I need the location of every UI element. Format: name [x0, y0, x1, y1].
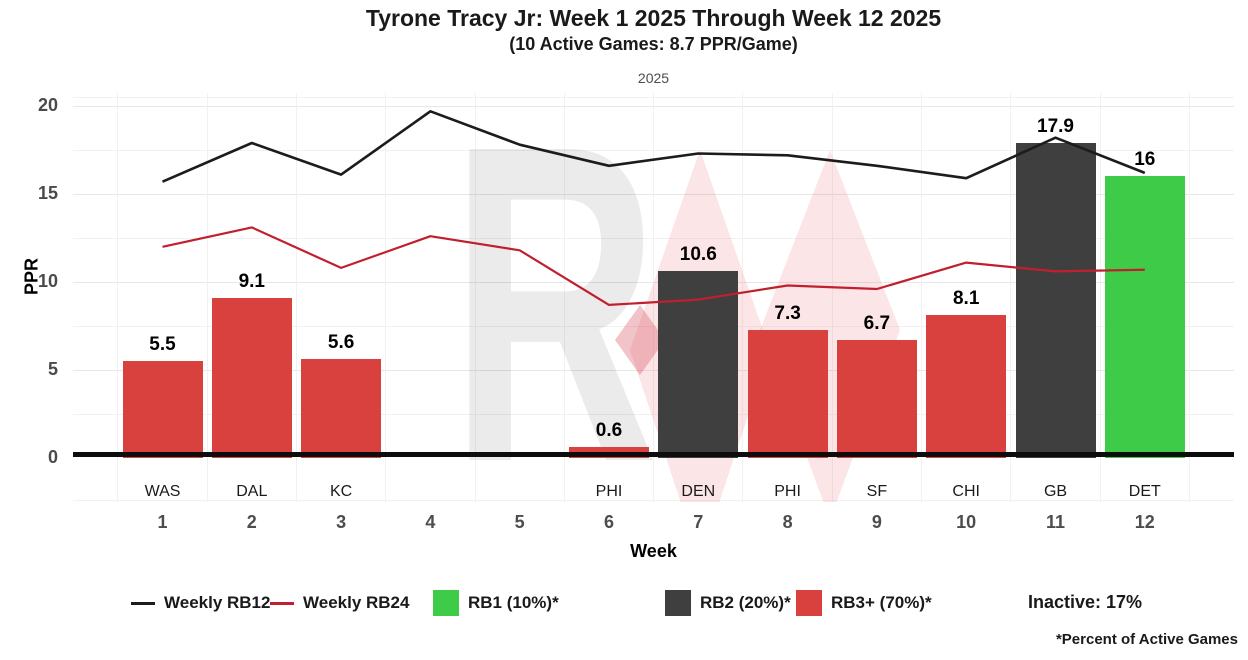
- ppr-bar-week-3: [301, 359, 382, 458]
- opponent-label-week-2: DAL: [236, 483, 268, 500]
- opponent-label-week-8: PHI: [774, 483, 801, 500]
- ppr-bar-week-10: [926, 315, 1007, 458]
- gridline-minor-v: [474, 93, 476, 502]
- bar-value-label: 10.6: [679, 244, 717, 265]
- x-tick-label-week-9: 9: [871, 512, 882, 532]
- facet-label-year: 2025: [637, 70, 670, 86]
- x-tick-label-week-6: 6: [603, 512, 614, 532]
- x-axis-zero-line: [73, 452, 1234, 457]
- x-tick-label-week-7: 7: [693, 512, 704, 532]
- opponent-label-week-3: KC: [329, 483, 353, 500]
- y-tick-label: 5: [47, 359, 58, 379]
- opponent-label-week-6: PHI: [595, 483, 623, 500]
- gridline-minor-v: [206, 93, 208, 502]
- ppr-bar-week-12: [1104, 176, 1185, 458]
- x-axis-title: Week: [630, 541, 677, 561]
- legend-item: Weekly RB12: [131, 588, 270, 618]
- x-tick-label-week-5: 5: [514, 512, 525, 532]
- plot-panel: R 5.5 9.1 5.6 0.6 10.6 7.3 6.7 8.1 17.9 16 WAS DAL KC…: [73, 93, 1234, 502]
- inactive-note: Inactive: 17%: [1028, 592, 1143, 612]
- x-tick-label-week-11: 11: [1045, 512, 1066, 532]
- legend-label: Weekly RB12: [164, 593, 271, 612]
- opponent-label-week-7: DEN: [681, 483, 716, 500]
- ppr-bar-week-7: [658, 271, 739, 458]
- gridline-minor-v: [742, 93, 744, 502]
- chart-title: Tyrone Tracy Jr: Week 1 2025 Through Wee…: [365, 5, 942, 31]
- bar-value-label: 16: [1134, 149, 1156, 170]
- opponent-label-week-11: GB: [1043, 483, 1068, 500]
- ppr-bar-week-2: [211, 298, 292, 458]
- bar-value-label: 5.5: [149, 334, 176, 355]
- y-tick-label: 15: [37, 183, 58, 203]
- x-tick-label-week-8: 8: [782, 512, 793, 532]
- legend-label: RB2 (20%)*: [700, 593, 791, 612]
- legend-label: Weekly RB24: [303, 593, 410, 612]
- x-tick-label-week-4: 4: [425, 512, 436, 532]
- gridline-minor-v: [117, 93, 119, 502]
- x-tick-label-week-2: 2: [246, 512, 257, 532]
- ppr-bar-week-11: [1015, 143, 1096, 458]
- bar-value-label: 7.3: [774, 303, 801, 324]
- x-tick-label-week-3: 3: [336, 512, 347, 532]
- legend-color-swatch: [796, 590, 822, 616]
- opponent-label-week-12: DET: [1128, 483, 1161, 500]
- legend-label: RB1 (10%)*: [468, 593, 559, 612]
- legend-color-swatch: [433, 590, 459, 616]
- legend-item: RB3+ (70%)*: [796, 588, 932, 618]
- x-tick-label-week-10: 10: [956, 512, 977, 532]
- opponent-label-week-1: WAS: [144, 483, 181, 500]
- opponent-label-week-9: SF: [866, 483, 888, 500]
- legend-item: RB2 (20%)*: [665, 588, 791, 618]
- gridline-minor-v: [1188, 93, 1190, 502]
- ppr-bar-week-9: [836, 340, 917, 458]
- chart-subtitle: (10 Active Games: 8.7 PPR/Game): [509, 34, 798, 54]
- opponent-label-week-10: CHI: [952, 483, 980, 500]
- bar-value-label: 6.7: [863, 313, 891, 334]
- legend-label: RB3+ (70%)*: [831, 593, 932, 612]
- y-tick-label: 10: [37, 271, 58, 291]
- bar-value-label: 9.1: [238, 271, 265, 292]
- ppr-bar-week-1: [122, 361, 203, 458]
- bar-value-label: 8.1: [952, 288, 980, 309]
- legend-item: RB1 (10%)*: [433, 588, 559, 618]
- footnote: *Percent of Active Games: [1055, 631, 1238, 648]
- gridline-minor-v: [295, 93, 297, 502]
- gridline-minor-v: [831, 93, 833, 502]
- legend-color-swatch: [665, 590, 691, 616]
- y-tick-label: 0: [47, 447, 58, 467]
- x-tick-label-week-12: 12: [1134, 512, 1155, 532]
- ppr-bar-week-8: [747, 330, 828, 458]
- bar-value-label: 0.6: [595, 420, 623, 441]
- x-tick-label-week-1: 1: [157, 512, 168, 532]
- bar-value-label: 5.6: [327, 332, 355, 353]
- legend-line-swatch: [270, 601, 294, 605]
- y-tick-label: 20: [37, 95, 58, 115]
- legend-item: Weekly RB24: [270, 588, 409, 618]
- legend-line-swatch: [131, 601, 155, 605]
- gridline-minor-v: [385, 93, 387, 502]
- bar-value-label: 17.9: [1037, 116, 1074, 137]
